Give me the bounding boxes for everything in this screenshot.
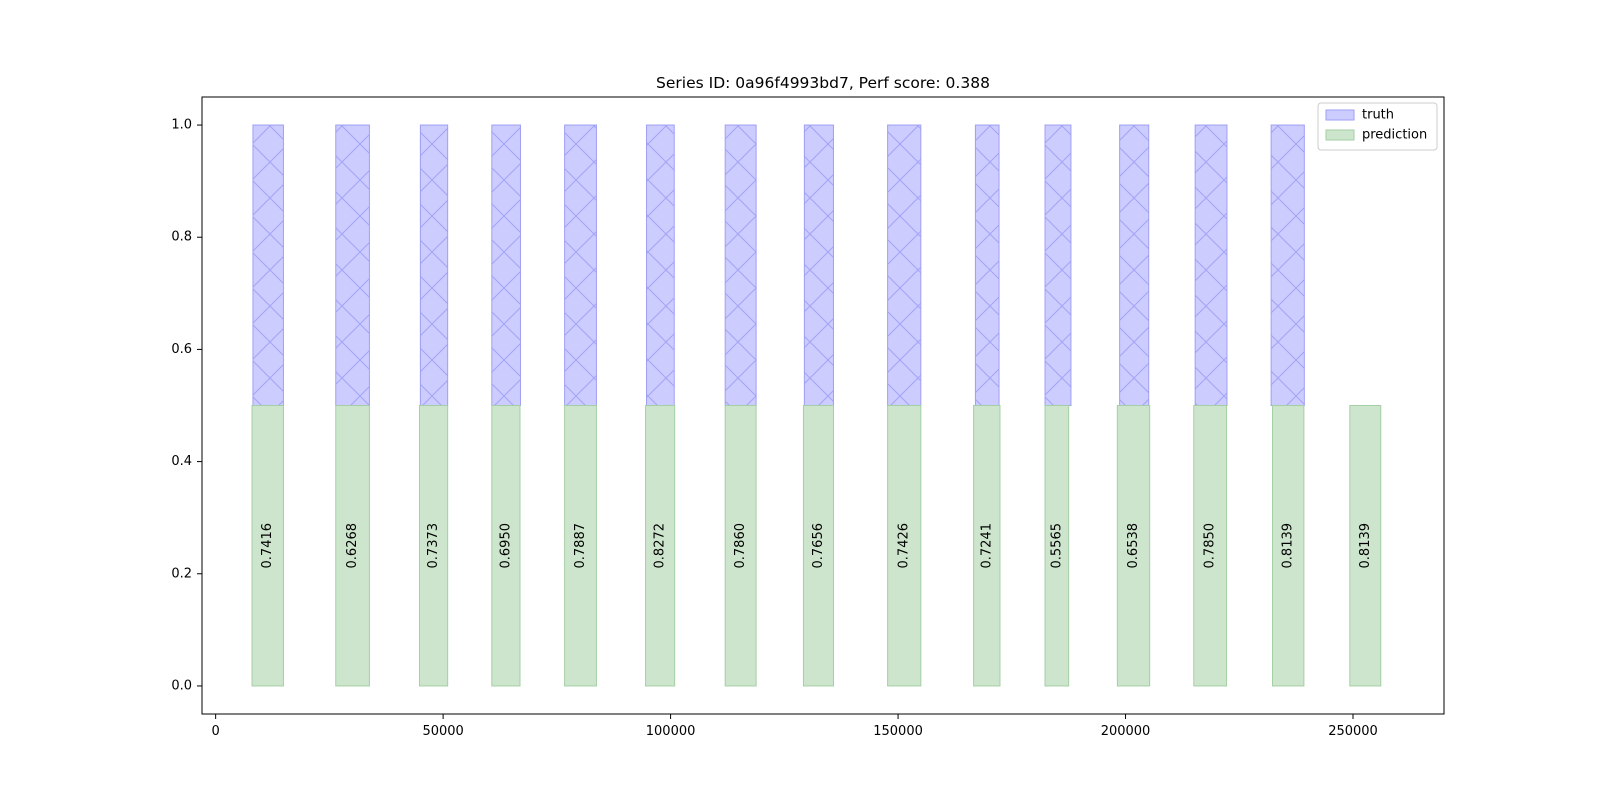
x-tick-label-4: 200000 [1101, 724, 1151, 739]
truth-bar-9 [974, 124, 1000, 407]
prediction-score-label-0: 0.7416 [260, 523, 275, 569]
truth-bar-4 [564, 124, 597, 407]
prediction-bar-9 [973, 405, 1001, 687]
prediction-bar-7 [802, 405, 834, 687]
prediction-score-label-3: 0.6950 [498, 523, 513, 569]
prediction-score-label-1: 0.6268 [345, 523, 360, 569]
prediction-score-label-6: 0.7860 [733, 523, 748, 569]
prediction-bar-0 [251, 405, 284, 687]
prediction-score-label-14: 0.8139 [1358, 523, 1373, 569]
y-tick-label-2: 0.4 [171, 454, 192, 469]
truth-bar-5 [645, 124, 675, 407]
legend: truth prediction [1317, 102, 1438, 151]
bars-layer [251, 124, 1382, 687]
prediction-bar-12 [1193, 405, 1228, 687]
prediction-score-label-4: 0.7887 [573, 523, 588, 569]
prediction-bar-10 [1044, 405, 1070, 687]
truth-bar-0 [252, 124, 284, 407]
truth-bar-12 [1194, 124, 1228, 407]
truth-bar-11 [1119, 124, 1150, 407]
prediction-score-label-8: 0.7426 [897, 523, 912, 569]
prediction-bar-1 [335, 405, 370, 687]
truth-bar-2 [419, 124, 449, 407]
bar-labels-layer: 0.7416 0.6268 0.7373 0.6950 0.7887 0.8272 0.78… [260, 523, 1373, 569]
x-tick-label-3: 150000 [873, 724, 923, 739]
y-axis: 0.0 0.2 0.4 0.6 0.8 1.0 [171, 118, 202, 693]
truth-bar-8 [887, 124, 922, 407]
prediction-bar-6 [724, 405, 757, 687]
legend-swatch-truth [1325, 109, 1355, 121]
prediction-bar-8 [887, 405, 922, 687]
x-tick-label-0: 0 [212, 724, 220, 739]
prediction-score-label-12: 0.7850 [1203, 523, 1218, 569]
y-tick-label-3: 0.6 [171, 342, 192, 357]
legend-label-prediction: prediction [1362, 128, 1427, 143]
prediction-bar-11 [1116, 405, 1151, 687]
prediction-score-label-2: 0.7373 [426, 523, 441, 569]
prediction-score-label-10: 0.5565 [1049, 523, 1064, 569]
x-tick-label-2: 100000 [646, 724, 696, 739]
truth-bar-7 [803, 124, 834, 407]
x-axis: 0 50000 100000 150000 200000 250000 [212, 714, 1378, 739]
y-tick-label-5: 1.0 [171, 118, 192, 133]
prediction-score-label-7: 0.7656 [811, 523, 826, 569]
x-tick-label-5: 250000 [1328, 724, 1378, 739]
x-tick-label-1: 50000 [422, 724, 463, 739]
prediction-score-label-13: 0.8139 [1281, 523, 1296, 569]
prediction-score-label-11: 0.6538 [1126, 523, 1141, 569]
axes-frame [201, 96, 1445, 715]
truth-bar-13 [1270, 124, 1305, 407]
truth-bar-6 [724, 124, 757, 407]
y-tick-label-4: 0.8 [171, 230, 192, 245]
legend-label-truth: truth [1362, 108, 1394, 123]
prediction-bar-3 [491, 405, 521, 687]
legend-swatch-prediction [1325, 129, 1355, 141]
truth-bar-3 [491, 124, 521, 407]
prediction-bar-13 [1271, 405, 1305, 687]
prediction-bar-14 [1349, 405, 1382, 687]
y-tick-label-0: 0.0 [171, 678, 192, 693]
prediction-score-label-5: 0.8272 [653, 523, 668, 569]
prediction-bar-5 [645, 405, 676, 687]
prediction-score-label-9: 0.7241 [979, 523, 994, 569]
truth-bar-10 [1044, 124, 1072, 407]
truth-bar-1 [335, 124, 370, 407]
chart-title: Series ID: 0a96f4993bd7, Perf score: 0.3… [656, 74, 990, 92]
prediction-bar-2 [418, 405, 449, 687]
prediction-bar-4 [564, 405, 597, 687]
y-tick-label-1: 0.2 [171, 566, 192, 581]
